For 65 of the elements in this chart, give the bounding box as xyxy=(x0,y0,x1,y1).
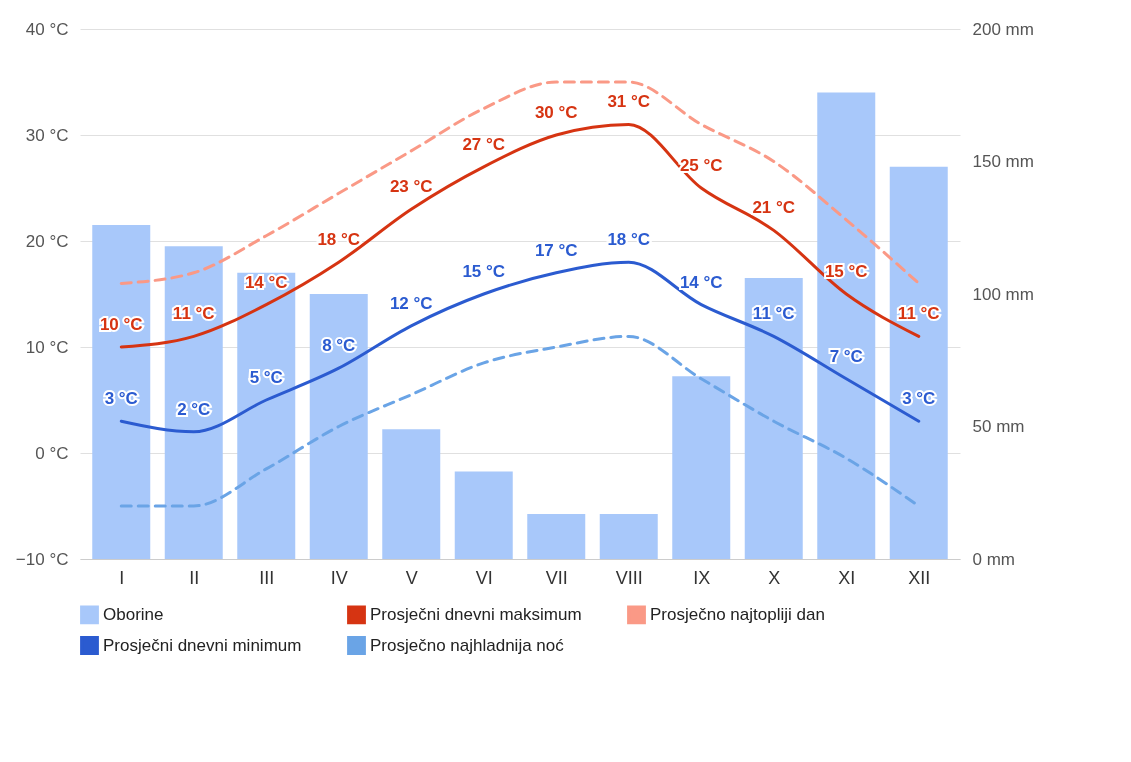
y2-tick-label: 100 mm xyxy=(972,284,1034,304)
x-tick-label: VIII xyxy=(615,567,643,588)
data-label: 10 °C xyxy=(99,315,143,334)
data-label: 12 °C xyxy=(389,293,433,313)
data-label: 11 °C xyxy=(172,304,215,324)
data-label: 3 °C xyxy=(104,389,138,409)
data-label: 3 °C xyxy=(902,389,936,409)
y2-tick-label: 50 mm xyxy=(972,417,1025,436)
bar xyxy=(744,278,803,559)
data-label: 23 °C xyxy=(389,177,433,197)
data-label: 31 °C xyxy=(607,92,651,112)
x-tick-label: I xyxy=(119,567,125,588)
legend-label: Prosječni dnevni maksimum xyxy=(370,604,582,624)
data-label: 30 °C xyxy=(534,103,578,122)
bar xyxy=(672,376,731,559)
x-tick-label: II xyxy=(189,567,200,588)
bar xyxy=(309,294,368,559)
bar xyxy=(237,272,296,559)
data-label: 7 °C xyxy=(829,346,863,366)
data-label: 25 °C xyxy=(679,156,723,175)
legend-label: Prosječni dnevni minimum xyxy=(103,635,302,655)
bar xyxy=(889,166,948,559)
data-label: 2 °C xyxy=(177,399,211,419)
bar xyxy=(527,513,586,559)
bar xyxy=(382,429,441,559)
y-tick-label: 30 °C xyxy=(25,125,69,145)
data-label: 11 °C xyxy=(752,304,795,324)
bar xyxy=(817,92,876,559)
legend-label: Prosječno najtopliji dan xyxy=(650,604,825,624)
x-tick-label: VI xyxy=(475,567,493,588)
data-label: 11 °C xyxy=(897,304,940,324)
x-tick-label: X xyxy=(768,567,781,588)
data-label: 14 °C xyxy=(679,272,723,292)
y-tick-label: 10 °C xyxy=(25,337,69,357)
data-label: 15 °C xyxy=(462,262,506,281)
x-tick-label: IX xyxy=(693,567,711,588)
y2-tick-label: 200 mm xyxy=(972,19,1034,39)
data-label: 8 °C xyxy=(322,336,356,356)
x-tick-label: VII xyxy=(545,567,568,588)
legend-label: Oborine xyxy=(103,604,164,624)
bar xyxy=(599,513,658,559)
data-label: 17 °C xyxy=(534,240,578,260)
y2-tick-label: 150 mm xyxy=(972,152,1034,171)
data-label: 15 °C xyxy=(824,262,868,281)
x-tick-label: V xyxy=(405,567,418,588)
y-tick-label: −10 °C xyxy=(15,549,69,569)
line-series xyxy=(119,122,921,349)
data-label: 21 °C xyxy=(752,198,796,218)
data-label: 27 °C xyxy=(462,134,506,154)
data-label: 18 °C xyxy=(607,230,651,250)
bar xyxy=(92,225,151,559)
x-tick-label: IV xyxy=(330,567,348,588)
bar xyxy=(164,246,223,559)
x-tick-label: III xyxy=(259,567,275,588)
x-tick-label: XI xyxy=(838,567,856,588)
y2-tick-label: 0 mm xyxy=(972,549,1015,569)
data-label: 18 °C xyxy=(317,230,361,250)
data-label: 14 °C xyxy=(244,272,288,292)
y-tick-label: 20 °C xyxy=(25,231,69,251)
x-tick-label: XII xyxy=(908,567,931,588)
y-tick-label: 0 °C xyxy=(35,443,69,463)
data-label: 5 °C xyxy=(249,368,283,387)
bar xyxy=(454,471,513,559)
legend-label: Prosječno najhladnija noć xyxy=(370,635,565,655)
y-tick-label: 40 °C xyxy=(25,19,69,39)
